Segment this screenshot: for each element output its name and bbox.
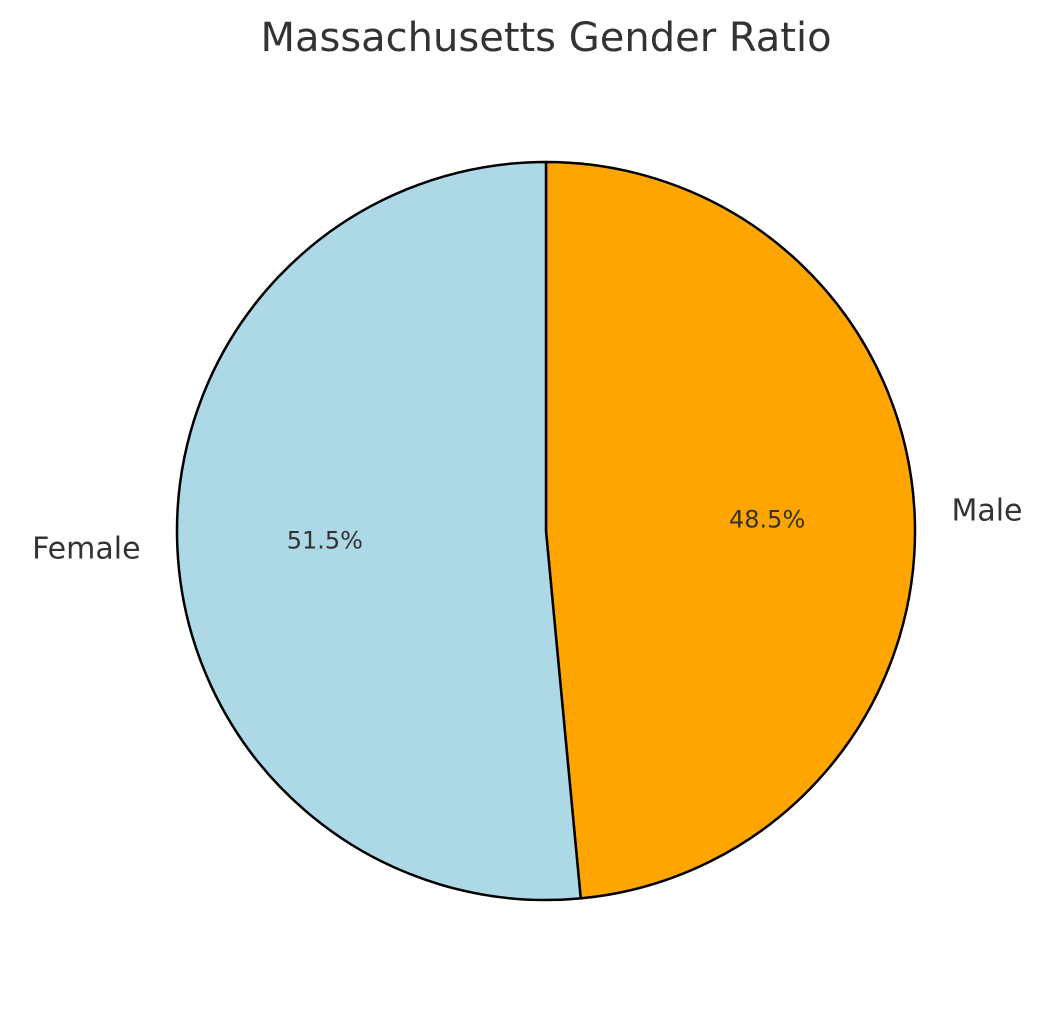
pie-slice	[175, 160, 582, 902]
value-label: 48.5%	[729, 506, 805, 534]
slice-label: Male	[951, 493, 1022, 528]
slice-label: Female	[32, 532, 140, 567]
chart-title: Massachusetts Gender Ratio	[260, 15, 831, 61]
pie-slice	[544, 160, 917, 900]
value-label: 51.5%	[287, 526, 363, 554]
